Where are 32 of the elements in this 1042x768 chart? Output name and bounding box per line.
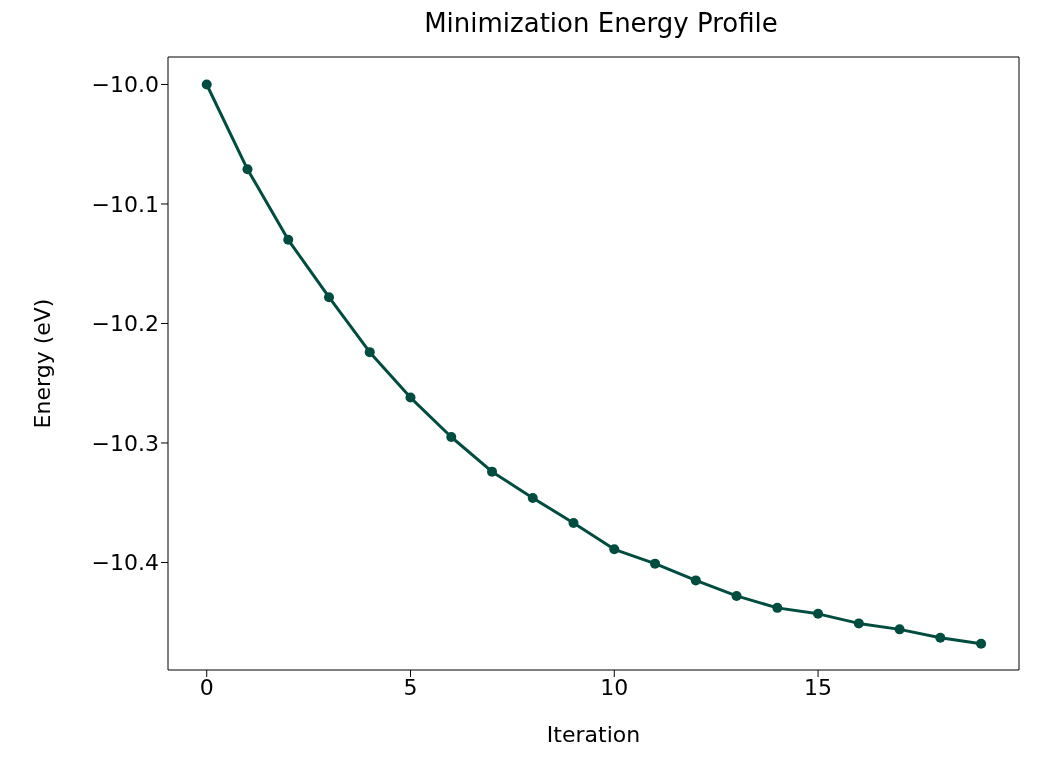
point [487, 466, 498, 477]
point [976, 638, 987, 649]
point [364, 347, 375, 358]
point [609, 544, 620, 555]
chart-title: Minimization Energy Profile [423, 8, 779, 40]
point [323, 292, 334, 303]
point [446, 431, 457, 442]
point [935, 632, 946, 643]
x-tick-label: 0 [199, 674, 214, 700]
point [242, 164, 253, 175]
point [731, 590, 742, 601]
point [690, 575, 701, 586]
x-tick-label: 10 [600, 674, 629, 700]
y-tick-label: −10.0 [91, 72, 159, 98]
y-axis-title: Energy (eV) [29, 298, 55, 429]
point [201, 79, 212, 90]
point [813, 608, 824, 619]
point [568, 518, 579, 529]
point [894, 624, 905, 635]
x-axis-title: Iteration [546, 722, 641, 747]
y-tick-label: −10.1 [91, 191, 159, 217]
x-tick-label: 5 [403, 674, 418, 700]
point [283, 234, 294, 245]
y-tick-label: −10.2 [91, 311, 159, 337]
point [405, 392, 416, 403]
point [772, 602, 783, 613]
y-tick-label: −10.3 [91, 430, 159, 456]
x-tick-label: 15 [804, 674, 833, 700]
point [650, 558, 661, 569]
y-tick-label: −10.4 [91, 550, 159, 576]
point [853, 618, 864, 629]
point [527, 492, 538, 503]
